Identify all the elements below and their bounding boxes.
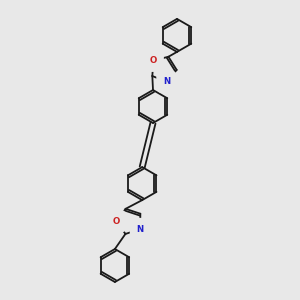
Text: N: N bbox=[137, 225, 144, 234]
Text: N: N bbox=[163, 77, 170, 86]
Text: O: O bbox=[113, 217, 120, 226]
Text: O: O bbox=[150, 56, 157, 65]
